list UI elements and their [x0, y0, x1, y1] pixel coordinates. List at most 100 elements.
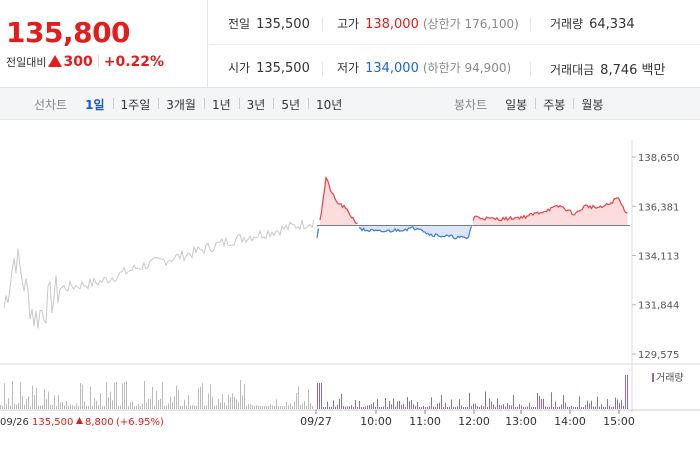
volume-bar: [44, 389, 45, 409]
volume-bar: [232, 393, 233, 409]
volume-bar: [4, 383, 5, 409]
footer-change: 8,800: [85, 417, 114, 428]
volume-bar: [429, 405, 430, 409]
volume-bar: [549, 406, 550, 409]
stat-high: 고가 138,000 (상한가 176,100): [337, 15, 519, 32]
volume-bar: [30, 405, 31, 409]
volume-bar: [296, 393, 297, 409]
candle-tab-monthly[interactable]: 월봉: [573, 96, 611, 113]
period-tab-1d[interactable]: 1일: [85, 97, 105, 112]
volume-bar: [349, 406, 350, 409]
volume-bar: [337, 404, 338, 409]
volume-bar: [28, 396, 29, 409]
volume-bar: [112, 400, 113, 409]
volume-bar: [543, 398, 544, 409]
volume-bar: [78, 405, 79, 409]
volume-bar: [599, 406, 600, 409]
volume-bar: [505, 406, 506, 409]
volume-bar: [16, 404, 17, 409]
volume-bar: [521, 405, 522, 409]
period-tab-1y[interactable]: 1년: [203, 96, 239, 113]
volume-bar: [148, 398, 149, 409]
volume-bar: [94, 398, 95, 409]
price-chart: 138,650 136,381 134,113 131,844 129,575 거래량 …: [0, 120, 700, 450]
volume-bar: [274, 405, 275, 409]
volume-bar: [497, 398, 498, 409]
volume-bar: [585, 404, 586, 409]
volume-bar: [413, 404, 414, 409]
volume-bar: [499, 404, 500, 409]
up-line: [319, 175, 358, 225]
volume-bar: [351, 405, 352, 409]
volume-bar: [319, 383, 320, 409]
volume-bar: [341, 393, 342, 409]
volume-panel: 거래량: [0, 372, 684, 409]
candle-tab-daily[interactable]: 일봉: [505, 97, 528, 112]
volume-bar: [50, 404, 51, 409]
volume-bar: [503, 404, 504, 409]
stat-value: 64,334: [589, 17, 635, 32]
volume-bar: [519, 404, 520, 409]
volume-bar: [6, 404, 7, 409]
volume-bar: [619, 403, 620, 409]
volume-bar: [443, 406, 444, 409]
volume-bar: [423, 405, 424, 409]
y-tick-label: 136,381: [638, 202, 679, 213]
volume-bar: [627, 375, 628, 409]
volume-bar: [60, 402, 61, 409]
volume-bar: [290, 403, 291, 409]
grid: [0, 140, 700, 412]
volume-bar: [132, 401, 133, 409]
stat-prev-close: 전일 135,500: [228, 15, 310, 32]
stat-value: 8,746 백만: [600, 63, 666, 78]
up-triangle-icon: [48, 55, 63, 67]
volume-bar: [421, 406, 422, 409]
period-tab-3y[interactable]: 3년: [238, 96, 274, 113]
volume-bar: [258, 405, 259, 409]
volume-bar: [373, 402, 374, 409]
volume-bar: [439, 402, 440, 409]
period-tab-5y[interactable]: 5년: [273, 96, 308, 113]
volume-bar: [531, 406, 532, 409]
volume-bar: [262, 405, 263, 409]
volume-bar: [92, 405, 93, 409]
volume-bar: [38, 405, 39, 409]
volume-bar: [0, 404, 1, 409]
volume-bar: [12, 381, 13, 409]
volume-bar: [146, 402, 147, 409]
volume-bar: [327, 401, 328, 409]
volume-bar: [545, 406, 546, 409]
volume-bar: [557, 407, 558, 409]
volume-bar: [88, 405, 89, 409]
volume-bar: [226, 405, 227, 409]
volume-bar: [393, 398, 394, 409]
volume-bar: [252, 405, 253, 409]
volume-bar: [487, 406, 488, 409]
volume-bar: [80, 382, 81, 409]
volume-bar: [523, 406, 524, 409]
volume-bar: [479, 406, 480, 409]
volume-bar: [194, 405, 195, 409]
up-area: [320, 177, 358, 226]
volume-bar: [202, 383, 203, 409]
volume-bar: [308, 389, 309, 409]
period-tab-10y[interactable]: 10년: [308, 96, 350, 113]
period-tab-3m[interactable]: 3개월: [158, 96, 204, 113]
divider: [97, 55, 99, 67]
candle-tab-weekly[interactable]: 주봉: [535, 96, 573, 113]
y-tick-label: 129,575: [638, 350, 679, 361]
volume-bar: [138, 404, 139, 409]
volume-bar: [222, 394, 223, 409]
volume-bar: [331, 406, 332, 409]
stat-volume: 거래량 64,334: [550, 15, 635, 32]
change-label: 전일대비: [6, 56, 47, 69]
volume-bar: [593, 406, 594, 409]
current-price: 135,800: [6, 16, 131, 49]
down-line: [358, 226, 473, 240]
volume-bar: [168, 403, 169, 409]
price-change: 전일대비 300 +0.22%: [6, 54, 164, 70]
volume-bar: [230, 397, 231, 409]
period-tab-1w[interactable]: 1주일: [112, 96, 159, 113]
volume-bar: [467, 406, 468, 409]
